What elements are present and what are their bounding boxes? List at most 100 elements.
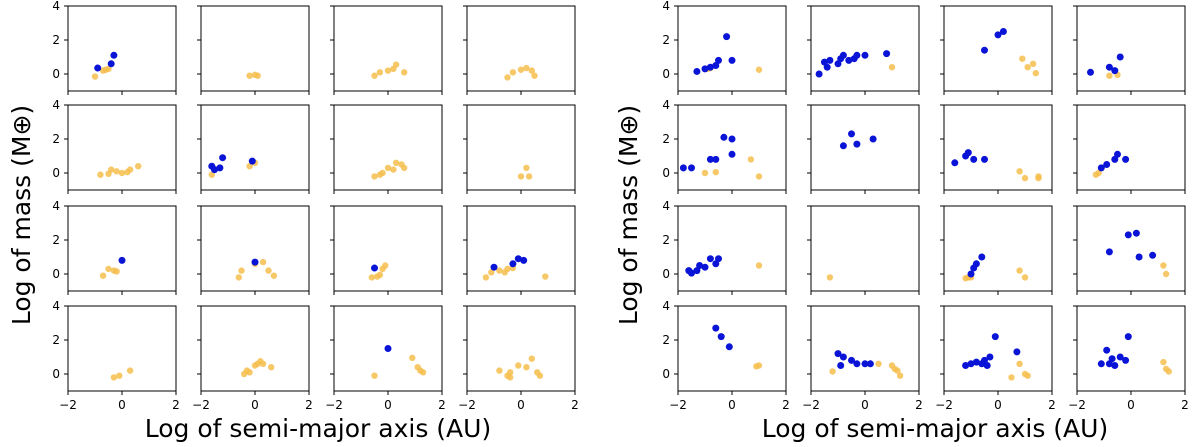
data-point-orange [265, 267, 272, 274]
x-tick-label: −2 [935, 398, 953, 412]
x-tick-label: 2 [172, 398, 180, 412]
panel-left-r1c3 [463, 104, 576, 194]
data-point-orange [105, 265, 112, 273]
data-point-blue [839, 353, 847, 361]
data-point-orange [270, 272, 278, 279]
data-point-blue [1124, 333, 1132, 341]
data-point-orange [747, 156, 755, 163]
data-point-orange [523, 364, 530, 371]
data-point-orange [246, 163, 253, 170]
data-point-blue [688, 269, 695, 277]
data-point-blue [514, 255, 522, 263]
data-point-orange [376, 271, 384, 279]
data-point-blue [821, 58, 828, 66]
x-tick-label: −2 [458, 398, 476, 412]
y-tick-label: 2 [662, 333, 670, 347]
data-point-orange [1021, 174, 1029, 182]
y-tick-label: 4 [52, 199, 60, 213]
data-point-orange [246, 369, 253, 376]
data-point-blue [1114, 150, 1121, 158]
data-point-blue [723, 33, 731, 41]
data-point-orange [517, 173, 525, 180]
data-point-blue [964, 149, 972, 157]
data-point-orange [113, 268, 120, 275]
data-point-orange [238, 267, 245, 274]
data-point-blue [991, 333, 999, 341]
y-tick-label: 0 [52, 267, 60, 281]
panel-left-r0c0: 0 2 4 [52, 0, 177, 95]
panel-left-r3c2: −2 0 2 [325, 305, 446, 412]
panel-frame [1076, 205, 1186, 292]
data-point-orange [99, 272, 107, 279]
data-point-blue [1122, 356, 1130, 364]
panel-right-r2c0: 0 2 4 [662, 199, 787, 295]
data-point-orange [826, 274, 834, 281]
panel-left-r2c2 [330, 205, 443, 295]
data-point-orange [888, 63, 896, 71]
panel-right-r0c2 [940, 5, 1053, 95]
data-point-blue [679, 164, 687, 172]
data-point-orange [126, 166, 134, 173]
panel-frame [466, 305, 576, 392]
data-point-orange [507, 369, 514, 376]
panel-frame [677, 104, 787, 191]
data-point-blue [853, 51, 861, 59]
y-tick-label: 4 [662, 0, 670, 13]
data-point-orange [894, 367, 901, 374]
data-point-blue [981, 155, 988, 163]
data-point-blue [211, 166, 218, 174]
panel-right-r1c0: 0 2 4 [662, 98, 787, 194]
data-point-orange [371, 173, 378, 180]
data-point-orange [1032, 69, 1040, 77]
data-point-blue [972, 260, 980, 268]
data-point-blue [107, 60, 115, 68]
x-tick-label: 2 [571, 398, 579, 412]
x-tick-label: 2 [305, 398, 313, 412]
y-tick-label: 2 [52, 132, 60, 146]
data-point-orange [482, 274, 490, 281]
data-point-orange [528, 355, 535, 362]
data-point-blue [1097, 360, 1105, 368]
data-point-orange [1160, 358, 1167, 366]
data-point-orange [1016, 267, 1023, 274]
y-tick-label: 0 [662, 67, 670, 81]
data-point-blue [118, 256, 126, 264]
panel-right-r2c1 [807, 205, 920, 295]
panel-frame [333, 104, 443, 191]
data-point-orange [536, 372, 544, 379]
panel-frame [67, 305, 177, 392]
x-tick-label: −2 [1068, 398, 1086, 412]
y-tick-label: 2 [662, 132, 670, 146]
x-tick-label: 2 [1048, 398, 1056, 412]
data-point-blue [869, 135, 877, 143]
x-tick-label: 0 [118, 398, 126, 412]
x-tick-label: −2 [59, 398, 77, 412]
y-tick-label: 0 [52, 67, 60, 81]
panel-left-r1c1 [197, 104, 310, 194]
data-point-orange [1106, 72, 1113, 79]
panel-frame [333, 205, 443, 292]
x-tick-label: 0 [994, 398, 1002, 412]
x-tick-label: −2 [325, 398, 343, 412]
data-point-blue [706, 255, 714, 263]
data-point-orange [235, 274, 242, 281]
panel-left-r0c2 [330, 5, 443, 95]
data-point-orange [701, 169, 709, 177]
data-point-orange [1019, 55, 1026, 62]
panel-left-r2c1 [197, 205, 310, 295]
data-point-blue [728, 150, 736, 158]
data-point-orange [496, 367, 503, 374]
x-tick-label: 0 [517, 398, 525, 412]
data-point-blue [1087, 68, 1094, 76]
data-point-orange [113, 168, 120, 175]
panel-right-r1c1 [807, 104, 920, 194]
data-point-orange [382, 262, 389, 269]
data-point-orange [392, 159, 400, 166]
data-point-blue [728, 56, 736, 64]
panel-frame [67, 104, 177, 191]
data-point-blue [962, 362, 970, 369]
panel-frame [1076, 104, 1186, 191]
panel-frame [677, 205, 787, 292]
data-point-orange [755, 173, 763, 180]
y-tick-label: 4 [52, 299, 60, 313]
